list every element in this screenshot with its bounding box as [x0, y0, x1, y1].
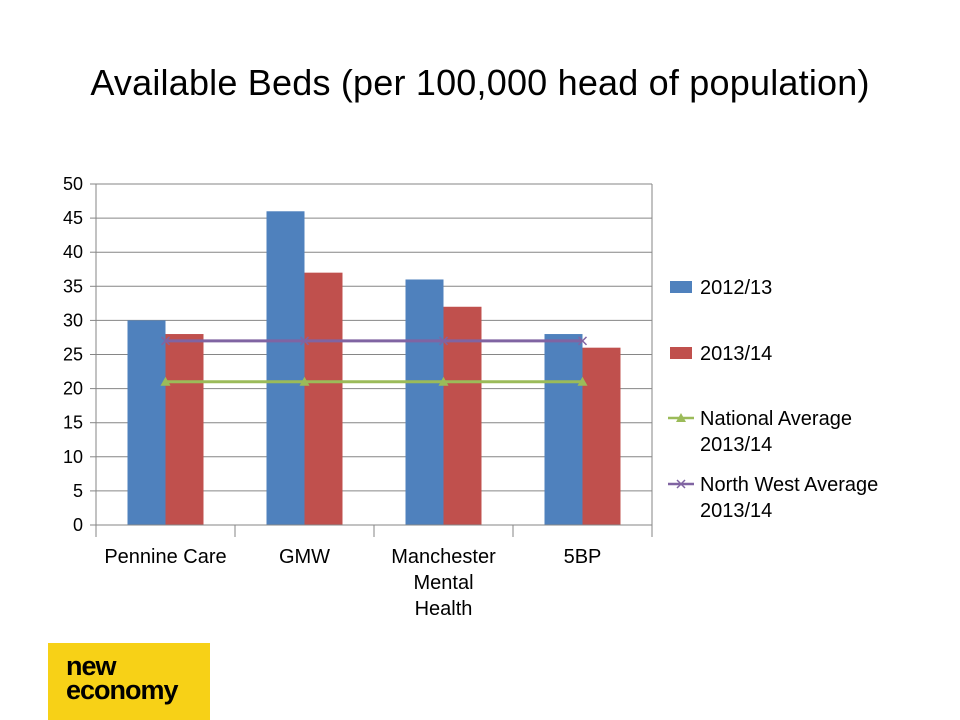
triangle-marker — [160, 376, 171, 386]
legend-label: North West Average — [700, 474, 878, 496]
legend-label: 2013/14 — [700, 500, 772, 522]
y-tick-label: 5 — [73, 481, 83, 501]
y-tick-label: 20 — [63, 379, 83, 399]
x-marker — [577, 336, 588, 346]
legend-label: 2013/14 — [700, 343, 772, 365]
logo-text-economy: economy — [66, 675, 179, 705]
x-marker-stroke — [577, 336, 588, 346]
legend-swatch — [670, 281, 692, 293]
legend-label: 2013/14 — [700, 434, 772, 456]
triangle-marker — [577, 376, 588, 386]
triangle-marker — [299, 376, 310, 386]
x-marker-stroke — [160, 336, 171, 346]
x-marker — [438, 336, 449, 346]
x-marker-stroke — [438, 336, 449, 346]
x-category-label: Mental — [413, 572, 473, 594]
y-tick-label: 50 — [63, 174, 83, 194]
x-category-label: GMW — [279, 546, 330, 568]
y-axis-tick-labels: 0 5 10 15 20 25 30 35 40 45 50 — [63, 174, 83, 535]
triangle-marker — [438, 376, 449, 386]
bar-chart: 0 5 10 15 20 25 30 35 40 45 50 Pennine Care GMW Manc… — [63, 174, 878, 620]
y-tick-label: 25 — [63, 345, 83, 365]
bar-series-1 — [266, 211, 305, 525]
new-economy-logo: new economy — [48, 643, 210, 720]
y-tick-label: 15 — [63, 413, 83, 433]
bar-series-2 — [304, 272, 343, 525]
x-marker-stroke — [299, 336, 310, 346]
legend-label: National Average — [700, 408, 852, 430]
bar-series-2 — [443, 306, 482, 525]
chart-bars — [127, 211, 621, 525]
legend-triangle-marker — [676, 413, 686, 422]
bar-series-1 — [405, 279, 444, 525]
legend-swatch — [670, 347, 692, 359]
bar-series-2 — [165, 334, 204, 525]
slide-title: Available Beds (per 100,000 head of popu… — [90, 62, 870, 103]
y-tick-label: 0 — [73, 515, 83, 535]
x-marker — [299, 336, 310, 346]
x-category-label: Pennine Care — [104, 546, 226, 568]
y-tick-label: 40 — [63, 242, 83, 262]
x-category-label: Manchester — [391, 546, 496, 568]
bar-series-2 — [582, 347, 621, 525]
x-marker — [160, 336, 171, 346]
logo-text-new: new — [66, 651, 117, 681]
legend-label: 2012/13 — [700, 277, 772, 299]
y-tick-label: 30 — [63, 310, 83, 330]
x-category-label: 5BP — [564, 546, 602, 568]
chart-axes — [90, 183, 653, 537]
y-tick-label: 45 — [63, 208, 83, 228]
chart-legend: 2012/13 2013/14 National Average 2013/14 Nor… — [668, 277, 878, 522]
bar-series-1 — [544, 334, 583, 525]
legend-x-marker — [676, 479, 686, 489]
y-tick-label: 10 — [63, 447, 83, 467]
chart-average-lines — [160, 336, 588, 386]
x-category-label: Health — [415, 598, 473, 620]
bar-series-1 — [127, 320, 166, 525]
y-tick-label: 35 — [63, 276, 83, 296]
x-axis-category-labels: Pennine Care GMW Manchester Mental Health 5BP — [104, 546, 601, 620]
